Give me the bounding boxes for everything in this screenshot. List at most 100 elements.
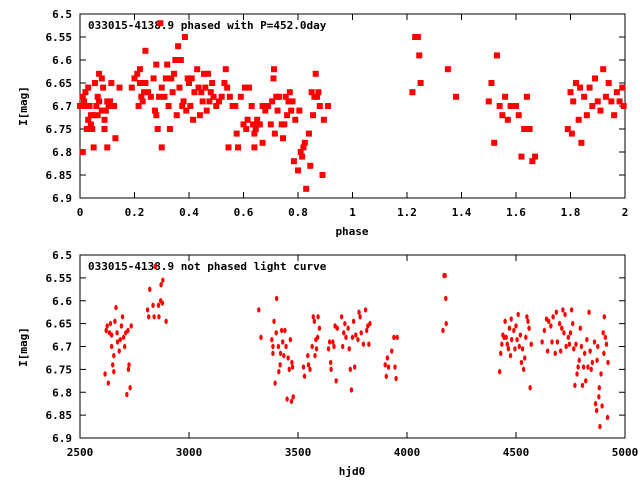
- data-point: [278, 362, 282, 368]
- data-point: [553, 350, 557, 357]
- data-point: [96, 98, 103, 105]
- data-point: [115, 330, 119, 336]
- data-point: [605, 80, 612, 86]
- data-point: [352, 364, 357, 370]
- data-point: [169, 89, 176, 96]
- data-point: [116, 84, 123, 91]
- data-point: [152, 314, 156, 320]
- data-point: [606, 359, 610, 366]
- data-point: [161, 277, 165, 283]
- y-tick-label: 6.7: [52, 341, 72, 354]
- data-point: [308, 366, 312, 373]
- data-point: [557, 320, 562, 327]
- y-tick-label: 6.75: [46, 123, 73, 136]
- data-point: [98, 75, 105, 82]
- data-point: [613, 89, 620, 96]
- data-point: [138, 93, 145, 100]
- data-point: [515, 112, 522, 119]
- data-point: [300, 144, 307, 151]
- data-point: [139, 98, 146, 105]
- data-point: [560, 325, 564, 331]
- data-point: [561, 307, 565, 313]
- data-point: [314, 93, 321, 100]
- data-point: [443, 272, 447, 279]
- data-point: [257, 307, 261, 313]
- data-point: [104, 327, 108, 334]
- data-point: [209, 80, 216, 86]
- data-point: [213, 103, 220, 109]
- chart-title: 033015-4138.9 phased with P=452.0day: [88, 19, 327, 32]
- data-point: [111, 362, 115, 368]
- data-point: [586, 84, 593, 91]
- data-point: [166, 126, 173, 132]
- data-point: [158, 144, 165, 151]
- y-tick-label: 6.5: [52, 8, 72, 21]
- data-point: [567, 341, 572, 347]
- data-point: [168, 75, 175, 82]
- data-point: [526, 318, 530, 325]
- data-point: [572, 80, 579, 86]
- data-point: [503, 318, 507, 325]
- data-point: [383, 362, 387, 368]
- x-tick-label: 0: [77, 206, 84, 219]
- data-point: [368, 320, 372, 327]
- data-point: [316, 103, 323, 109]
- data-point: [206, 98, 213, 105]
- data-point: [327, 339, 332, 345]
- data-point: [215, 98, 222, 105]
- data-point: [153, 61, 160, 68]
- data-point: [593, 400, 598, 407]
- data-point: [210, 93, 217, 100]
- data-point: [141, 89, 148, 96]
- data-point: [117, 348, 121, 354]
- data-point: [587, 309, 591, 315]
- data-point: [115, 339, 120, 345]
- data-point: [160, 300, 165, 306]
- data-point: [79, 93, 86, 100]
- data-point: [600, 66, 607, 73]
- data-point: [549, 323, 553, 329]
- y-tick-label: 6.9: [52, 432, 72, 445]
- data-point: [161, 93, 168, 100]
- data-point: [305, 130, 312, 137]
- data-point: [515, 336, 519, 343]
- data-point: [122, 343, 127, 350]
- data-point: [395, 334, 399, 341]
- y-tick-label: 6.65: [46, 318, 73, 331]
- data-point: [199, 98, 206, 105]
- data-point: [346, 325, 350, 331]
- data-point: [271, 350, 275, 357]
- data-point: [191, 89, 198, 96]
- data-point: [513, 346, 517, 352]
- data-point: [540, 339, 544, 345]
- data-point: [499, 350, 503, 357]
- data-point: [306, 352, 310, 359]
- data-point: [180, 98, 187, 105]
- data-point: [96, 70, 103, 77]
- data-point: [276, 343, 281, 350]
- data-point: [111, 103, 118, 109]
- data-point: [306, 362, 311, 368]
- data-point: [307, 162, 314, 169]
- data-point: [222, 66, 229, 73]
- data-point: [274, 330, 278, 336]
- data-point: [105, 323, 109, 329]
- data-point: [364, 327, 369, 334]
- data-point: [554, 309, 559, 315]
- unphased-light-curve-panel: 033015-4138.9 not phased light curve hjd…: [17, 249, 638, 478]
- x-axis-label: hjd0: [339, 465, 366, 478]
- data-point: [295, 167, 301, 174]
- data-point: [507, 103, 514, 109]
- data-point: [200, 70, 207, 77]
- x-tick-label: 0.2: [125, 206, 145, 219]
- data-point: [363, 307, 368, 313]
- data-point: [109, 343, 114, 350]
- x-tick-label: 1.4: [452, 206, 472, 219]
- data-point: [485, 98, 492, 105]
- data-point: [237, 93, 244, 100]
- data-point: [271, 343, 275, 350]
- data-point: [259, 103, 266, 109]
- data-point: [221, 80, 228, 86]
- data-point: [331, 339, 335, 345]
- data-point: [297, 149, 304, 155]
